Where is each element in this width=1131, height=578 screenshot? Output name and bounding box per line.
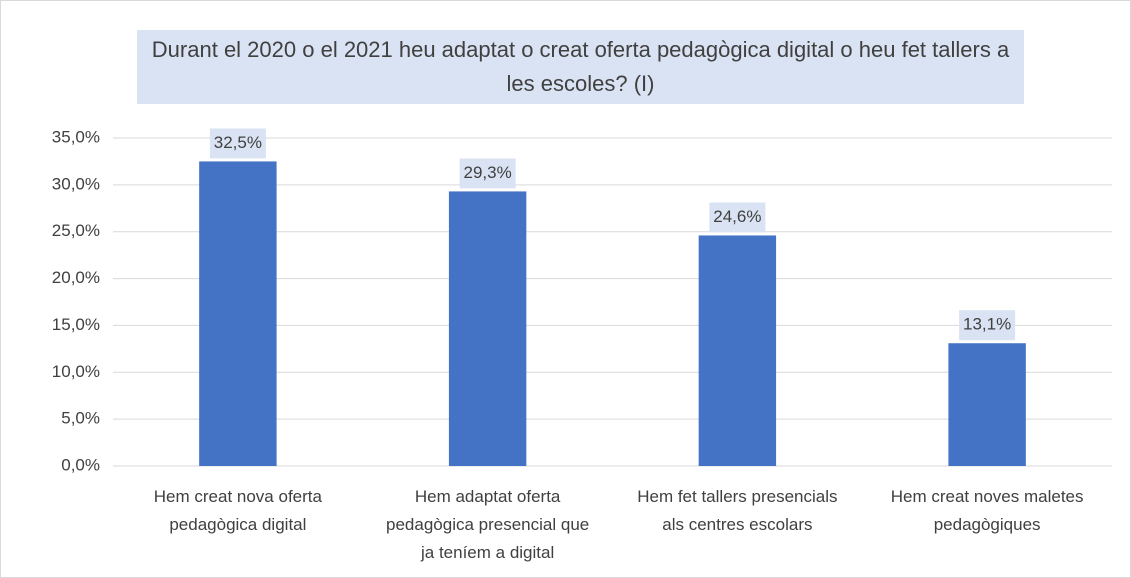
data-label-box [709,202,766,233]
y-tick-label: 35,0% [52,127,100,146]
y-tick-label: 25,0% [52,221,100,240]
y-tick-label: 5,0% [61,409,100,428]
y-tick-label: 0,0% [61,455,100,474]
data-label: 29,3% [464,163,512,182]
data-label: 32,5% [214,133,262,152]
data-label-box [459,158,516,189]
x-tick-label: Hem creat nova oferta pedagògica digital [153,487,322,534]
chart-title: Durant el 2020 o el 2021 heu adaptat o c… [137,30,1024,104]
data-label: 24,6% [713,207,761,226]
x-tick-label: Hem adaptat oferta pedagògica presencial… [386,487,590,562]
data-label: 13,1% [963,315,1011,334]
data-label-box [209,128,266,159]
bar [448,191,527,466]
data-label-box [959,310,1016,341]
bar [948,343,1026,466]
y-tick-label: 15,0% [52,315,100,334]
bar [199,161,277,466]
x-tick-label: Hem creat noves maletes pedagògiques [890,487,1084,534]
bar [698,235,777,466]
y-tick-label: 30,0% [52,174,100,193]
y-tick-label: 10,0% [52,362,100,381]
x-tick-label: Hem fet tallers presencials als centres … [637,487,838,534]
y-tick-label: 20,0% [52,268,100,287]
